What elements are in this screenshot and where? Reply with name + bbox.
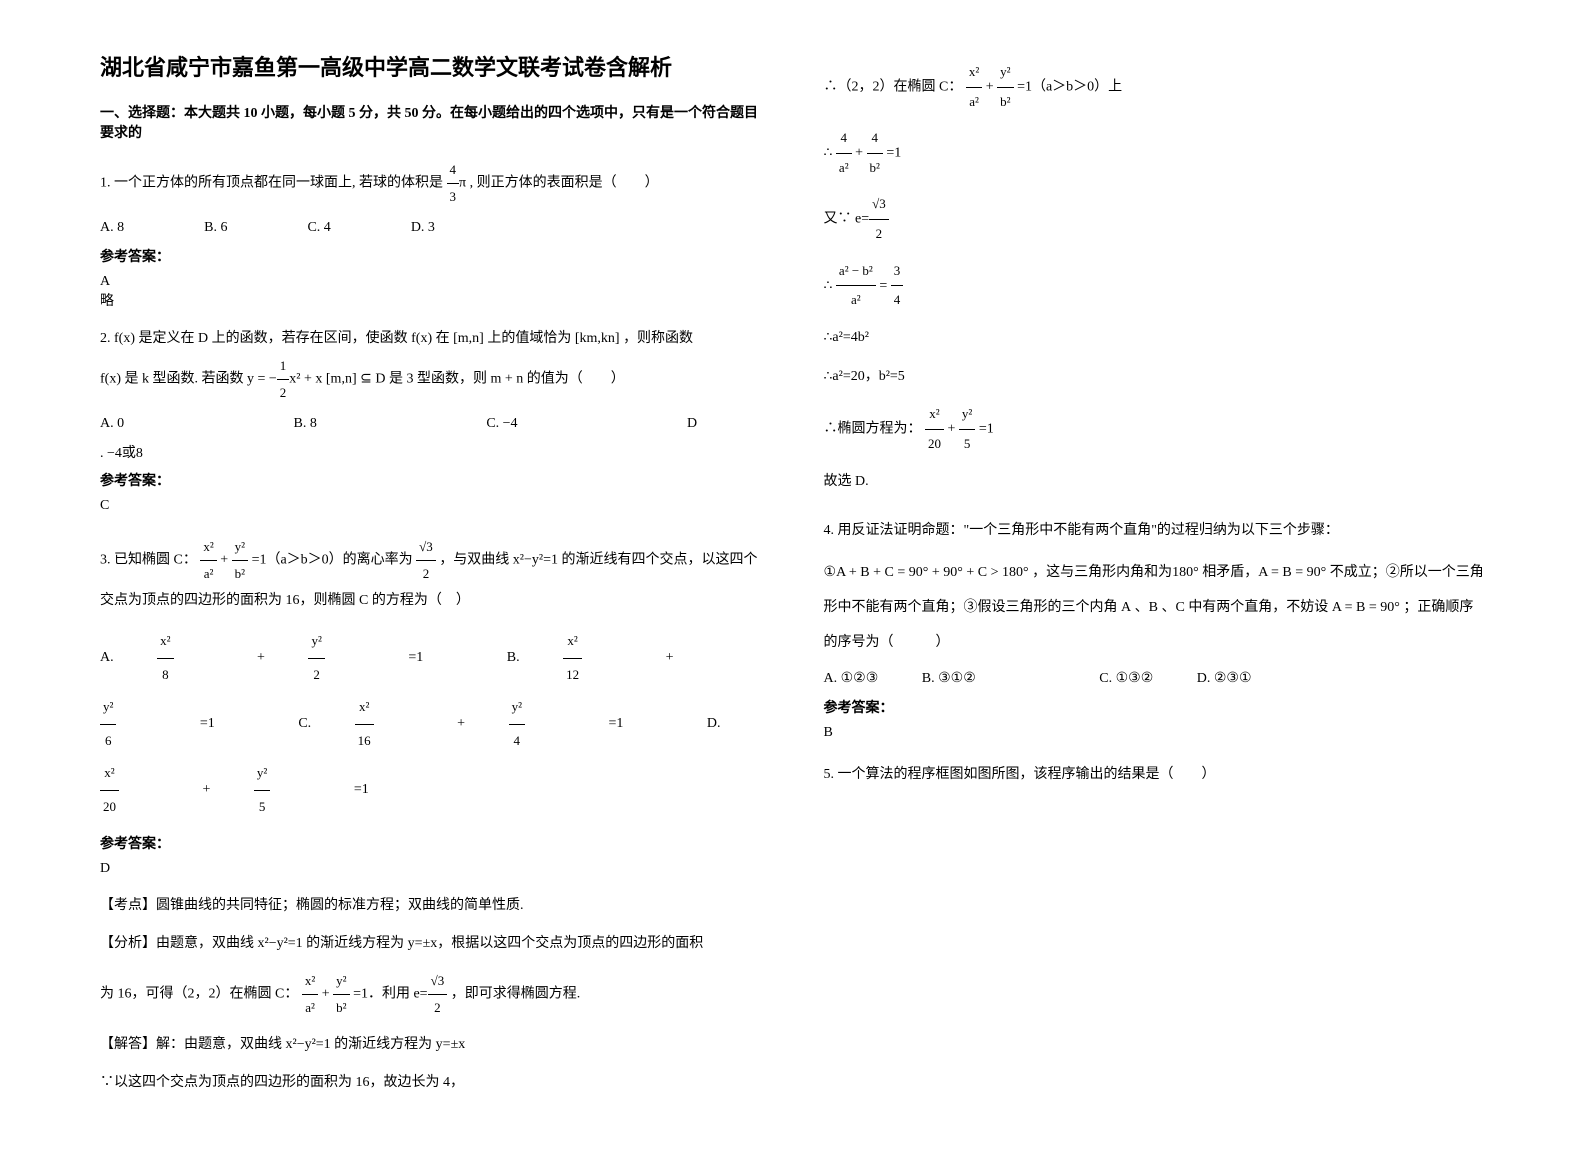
q2-opt-c: C. −4 [486,416,517,432]
kmkn: [km,kn] [575,331,620,346]
q2-t3: 上的函数，若存在区间，使函数 [212,331,412,346]
q4-options: A. ①②③ B. ③①② C. ①③② D. ②③① [824,670,1488,687]
q3r-line8: 故选 D. [824,467,1488,498]
q4-answer-label: 参考答案： [824,697,1488,717]
fx: f(x) [114,331,135,346]
q3r-line1: ∴（2，2）在椭圆 C： x²a² + y²b² =1（a＞b＞0）上 [824,58,1488,116]
q3-exam-point: 【考点】圆锥曲线的共同特征；椭圆的标准方程；双曲线的简单性质. [100,892,764,920]
q2-opt-b: B. 8 [294,416,317,432]
q1-text-prefix: 1. 一个正方体的所有顶点都在同一球面上, 若球的体积是 [100,176,443,191]
fx2: f(x) [411,331,432,346]
q1-text-suffix: , 则正方体的表面积是（ ） [470,176,659,191]
mn: [m,n] [453,331,484,346]
question-3: 3. 已知椭圆 C： x²a² + y²b² =1（a＞b＞0）的离心率为 √3… [100,534,764,615]
q2-opt-d-val: . −4或8 [100,442,764,462]
question-1: 1. 一个正方体的所有顶点都在同一球面上, 若球的体积是 4 3 π , 则正方… [100,157,764,210]
frac-y2b2: y²b² [232,534,248,587]
frac-x2a2: x²a² [200,534,216,587]
frac-sqrt3-2: √32 [416,534,436,587]
q2-options: A. 0 B. 8 C. −4 D [100,416,697,432]
frac-half: 12 [277,353,290,406]
q4-opt-c: C. ①③② [1099,671,1153,686]
q1-opt-b: B. 6 [204,220,227,236]
q2-t2: 是定义在 [139,331,199,346]
question-5: 5. 一个算法的程序框图如图所图，该程序输出的结果是（ ） [824,761,1488,789]
mplusn: m + n [490,372,523,387]
fx3: f(x) [100,372,121,387]
mnsubset: [m,n] ⊆ D [326,372,386,387]
q3-solve2: ∵以这四个交点为顶点的四边形的面积为 16，故边长为 4， [100,1069,764,1097]
q1-opt-c: C. 4 [307,220,330,236]
q3-a3: =1．利用 [353,987,410,1002]
yeq: y = − [247,372,277,387]
q3-opt-c: C. x²16 + y²4 =1 [298,716,663,731]
q3-answer-label: 参考答案： [100,833,764,853]
q3-a4: ，即可求得椭圆方程. [451,987,581,1002]
q4-opt-d: D. ②③① [1197,671,1252,686]
q1-answer: A 略 [100,274,764,310]
q3-answer: D [100,861,764,877]
three: 3 [406,372,413,387]
k: k [142,372,149,387]
q3-analysis1: 【分析】由题意，双曲线 x²−y²=1 的渐近线方程为 y=±x，根据以这四个交… [100,930,764,958]
section-header: 一、选择题：本大题共 10 小题，每小题 5 分，共 50 分。在每小题给出的四… [100,102,764,142]
q3-a2: 为 16，可得（2，2）在椭圆 C： [100,987,298,1002]
q2-t10: 型函数，则 [417,372,491,387]
q3r-line5: ∴a²=4b² [824,323,1488,354]
x2px: x² + x [289,372,322,387]
q1-note: 略 [100,290,764,310]
q3-t2: =1（a＞b＞0）的离心率为 [252,553,413,568]
q3r-line6: ∴a²=20，b²=5 [824,362,1488,393]
q2-t6: ，则称函数 [623,331,693,346]
q2-t5: 上的值域恰为 [487,331,575,346]
question-2: 2. f(x) 是定义在 D 上的函数，若存在区间，使函数 f(x) 在 [m,… [100,325,764,406]
q2-t11: 的值为（ ） [527,372,625,387]
fraction-4-3: 4 3 [447,157,460,210]
left-column: 湖北省咸宁市嘉鱼第一高级中学高二数学文联考试卷含解析 一、选择题：本大题共 10… [100,50,764,1107]
q2-opt-d: D [687,416,697,432]
q2-t9: 是 [389,372,407,387]
page-title: 湖北省咸宁市嘉鱼第一高级中学高二数学文联考试卷含解析 [100,50,764,82]
pi-symbol: π [459,176,466,191]
q2-answer-label: 参考答案： [100,470,764,490]
q4-opt-a: A. ①②③ [824,671,879,686]
q2-t7: 是 [125,372,143,387]
q2-opt-a: A. 0 [100,416,124,432]
q4-answer: B [824,725,1488,741]
exam-page: 湖北省咸宁市嘉鱼第一高级中学高二数学文联考试卷含解析 一、选择题：本大题共 10… [0,0,1587,1157]
q2-answer: C [100,498,764,514]
q1-opt-d: D. 3 [411,220,435,236]
right-column: ∴（2，2）在椭圆 C： x²a² + y²b² =1（a＞b＞0）上 ∴ 4a… [824,50,1488,1107]
q1-options: A. 8 B. 6 C. 4 D. 3 [100,220,764,236]
q4-opt-b: B. ③①② [922,671,976,686]
q1-answer-label: 参考答案： [100,246,764,266]
q3r-line3: 又∵ e=√32 [824,190,1488,248]
q3-analysis-line2: 为 16，可得（2，2）在椭圆 C： x²a² + y²b² =1．利用 e=√… [100,968,764,1021]
q1-answer-value: A [100,274,764,290]
q2-t8: 型函数. 若函数 [153,372,248,387]
D: D [198,331,208,346]
q3-t1: 3. 已知椭圆 C： [100,553,197,568]
q3r-line4: ∴ a² − b²a² = 34 [824,257,1488,315]
q3-opt-a: A. x²8 + y²2 =1 [100,650,463,665]
q1-opt-a: A. 8 [100,220,124,236]
plus1: + [220,553,228,568]
q3r-line7: ∴椭圆方程为： x²20 + y²5 =1 [824,400,1488,458]
q3-solve1: 【解答】解：由题意，双曲线 x²−y²=1 的渐近线方程为 y=±x [100,1031,764,1059]
q3-options: A. x²8 + y²2 =1 B. x²12 + y²6 =1 C. x²16… [100,625,764,823]
q4-steps: ①A + B + C = 90° + 90° + C > 180° ，这与三角形… [824,555,1488,660]
q3r-line2: ∴ 4a² + 4b² =1 [824,124,1488,182]
question-4: 4. 用反证法证明命题："一个三角形中不能有两个直角"的过程归纳为以下三个步骤： [824,517,1488,545]
q2-t4: 在 [436,331,454,346]
q2-t1: 2. [100,331,114,346]
